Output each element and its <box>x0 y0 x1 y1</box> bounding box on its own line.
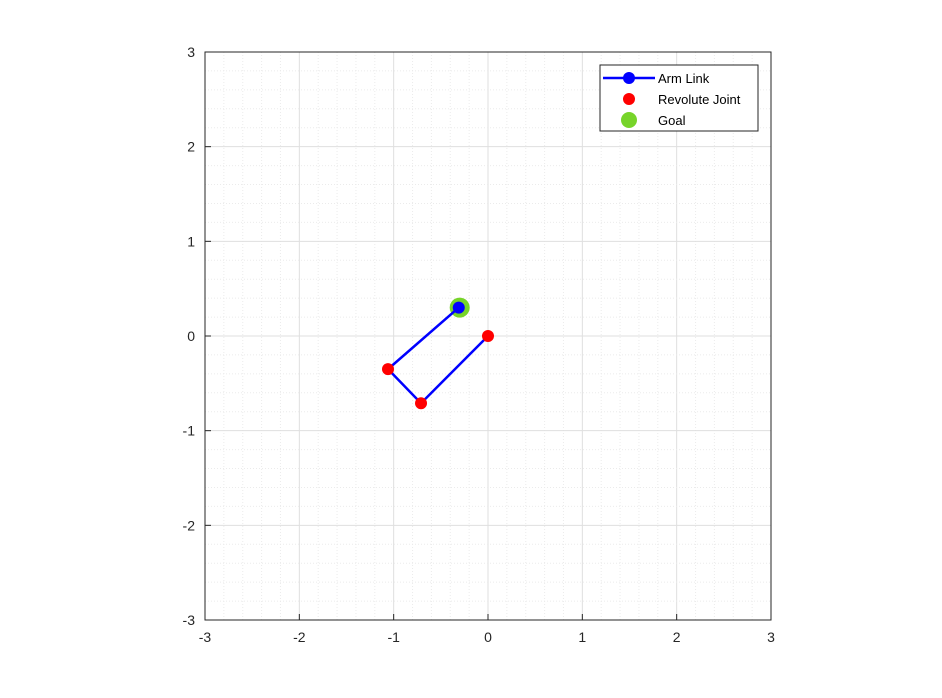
arm-link-marker <box>452 301 465 314</box>
y-tick-label: 3 <box>187 44 195 60</box>
legend-arm-link-marker <box>623 72 635 84</box>
x-tick-label: 0 <box>484 629 492 645</box>
y-tick-label: -3 <box>183 612 196 628</box>
y-tick-label: -2 <box>183 517 196 533</box>
legend-label: Revolute Joint <box>658 92 741 107</box>
legend-goal-marker <box>621 112 637 128</box>
legend: Arm Link Revolute Joint Goal <box>599 64 759 132</box>
plot-area <box>382 297 494 410</box>
arm-link-line <box>386 306 489 405</box>
x-tick-label: 2 <box>673 629 681 645</box>
x-tick-label: -2 <box>293 629 306 645</box>
legend-label: Goal <box>658 113 686 128</box>
y-tick-label: -1 <box>183 423 196 439</box>
legend-label: Arm Link <box>658 71 710 86</box>
y-tick-label: 1 <box>187 233 195 249</box>
x-tick-label: -3 <box>199 629 212 645</box>
legend-revolute-joint-marker <box>623 93 635 105</box>
revolute-joint-marker <box>382 363 395 376</box>
x-tick-label: 3 <box>767 629 775 645</box>
x-tick-label: 1 <box>578 629 586 645</box>
y-tick-label: 2 <box>187 139 195 155</box>
y-tick-label: 0 <box>187 328 195 344</box>
x-tick-label: -1 <box>387 629 400 645</box>
axis-ticks: -3 -2 -1 0 1 2 3 -3 -2 -1 0 1 2 3 <box>183 44 776 645</box>
revolute-joint-marker <box>415 397 428 410</box>
revolute-joint-marker <box>482 330 494 342</box>
